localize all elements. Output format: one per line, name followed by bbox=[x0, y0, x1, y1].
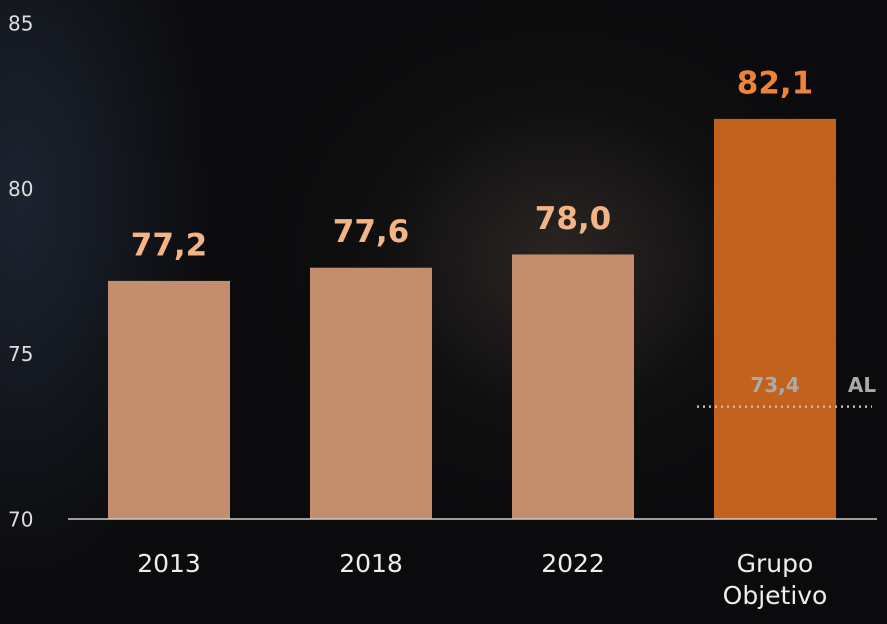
x-tick-label: 2022 bbox=[541, 549, 605, 578]
y-tick-label: 85 bbox=[8, 12, 33, 36]
x-tick-label: 2013 bbox=[137, 549, 201, 578]
value-label: 78,0 bbox=[535, 201, 612, 237]
y-tick-label: 70 bbox=[8, 508, 33, 532]
bar bbox=[714, 118, 836, 519]
bar bbox=[512, 254, 634, 519]
value-label: 77,2 bbox=[131, 227, 208, 263]
y-tick-label: 80 bbox=[8, 177, 33, 201]
x-tick-label: 2018 bbox=[339, 549, 403, 578]
value-label: 82,1 bbox=[737, 65, 814, 101]
bar bbox=[310, 267, 432, 519]
x-tick-label: Grupo Objetivo bbox=[722, 549, 828, 610]
bar bbox=[108, 280, 230, 519]
reference-name: AL bbox=[848, 373, 876, 397]
reference-label: 73,4 bbox=[750, 373, 799, 397]
y-tick-label: 75 bbox=[8, 342, 33, 366]
value-label: 77,6 bbox=[333, 214, 410, 250]
